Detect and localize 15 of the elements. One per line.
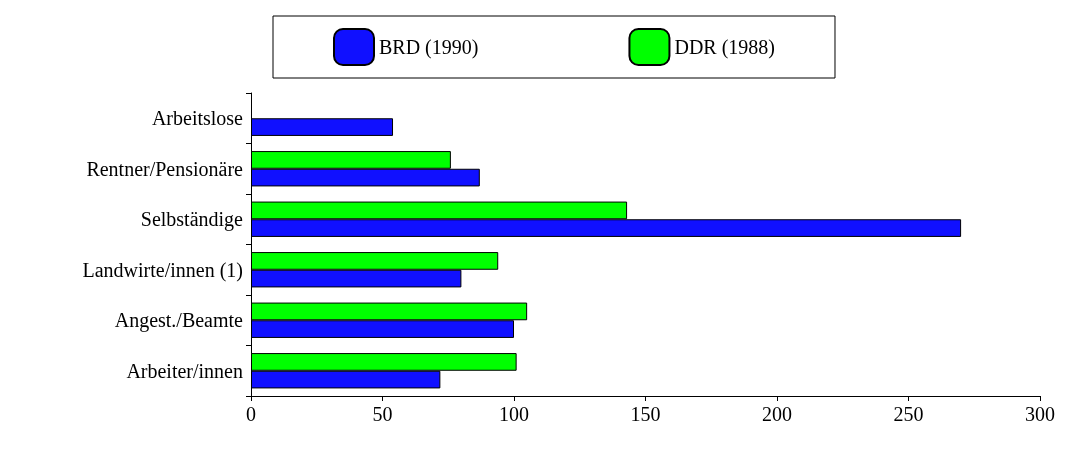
x-tick-label: 200	[762, 403, 792, 425]
x-tick-label: 0	[246, 403, 256, 425]
x-tick-label: 300	[1025, 403, 1055, 425]
legend-label: BRD (1990)	[379, 36, 479, 59]
x-tick-label: 50	[372, 403, 393, 425]
x-tick-label: 150	[630, 403, 661, 425]
y-tick-label: Arbeiter/innen	[126, 359, 243, 382]
legend-label: DDR (1988)	[674, 36, 775, 59]
x-tick-label: 100	[499, 403, 529, 425]
y-tick-label: Landwirte/innen (1)	[82, 258, 243, 282]
y-tick-label: Rentner/Pensionäre	[86, 157, 244, 180]
x-tick-label: 250	[893, 403, 924, 425]
y-tick-label: Selbständige	[140, 208, 244, 232]
y-tick-label: Angest./Beamte	[114, 309, 244, 333]
y-tick-label: Arbeitslose	[151, 107, 244, 130]
